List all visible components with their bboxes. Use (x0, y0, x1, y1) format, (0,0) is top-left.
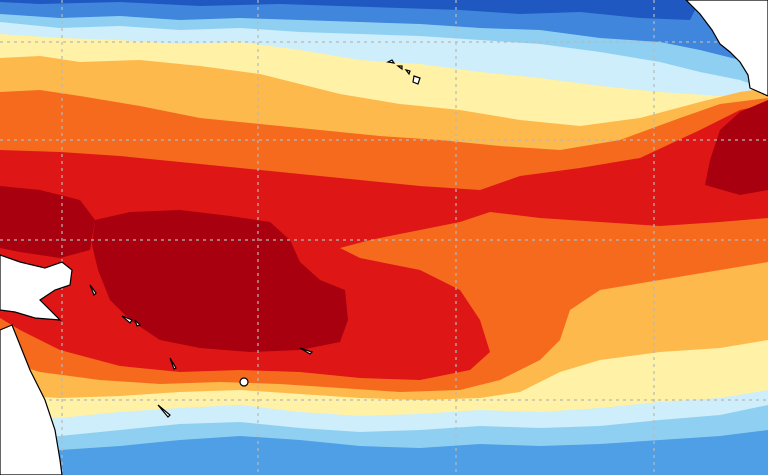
new-guinea (0, 254, 73, 321)
cold-band-north (0, 0, 768, 70)
coldest-band-north (0, 0, 700, 20)
islands (89, 284, 314, 418)
fiji (239, 377, 249, 387)
hottest-core-east (705, 100, 768, 195)
australia (0, 324, 63, 475)
cold-band-south (0, 430, 768, 475)
north-america (685, 0, 768, 97)
hawaii (386, 59, 421, 85)
hottest-core-west (92, 210, 348, 352)
